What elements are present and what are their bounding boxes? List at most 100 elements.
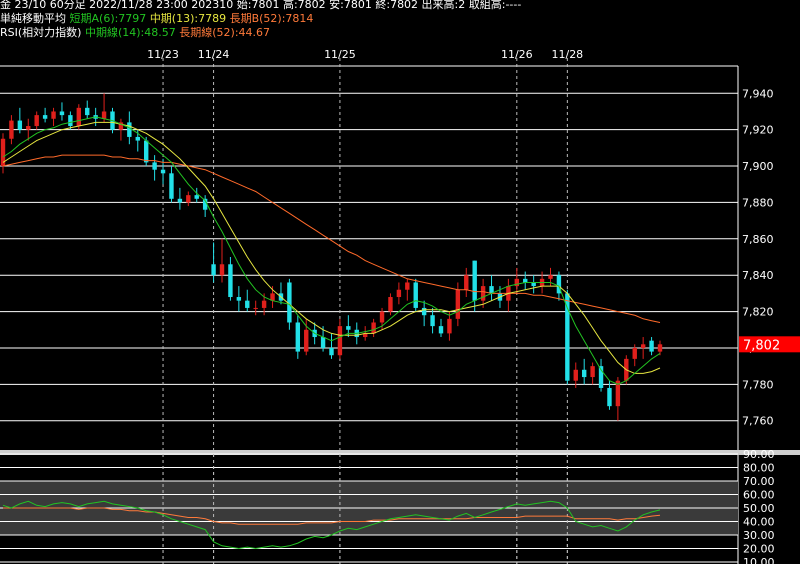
rsi-tick-label: 70.00 [743, 475, 775, 488]
candle-body [202, 198, 208, 210]
price-tick-label: 7,780 [742, 378, 774, 391]
candle-body [304, 329, 309, 352]
rsi-tick-label: 60.00 [743, 489, 775, 502]
panel-separator [0, 450, 800, 455]
candle-body [169, 173, 174, 199]
candle-body [640, 344, 646, 348]
price-tick-label: 7,760 [742, 415, 774, 428]
rsi-long-legend: 長期線(52):44.67 [179, 26, 271, 39]
candle-body [649, 340, 654, 352]
candle-body [9, 120, 14, 139]
price-tick-label: 7,860 [742, 233, 774, 246]
candle-body [127, 122, 132, 137]
rsi-panel: 10.0020.0030.0040.0050.0060.0070.0080.00… [0, 448, 775, 564]
candle-body [598, 366, 604, 388]
price-tick-label: 7,820 [742, 306, 774, 319]
candle-body [219, 264, 225, 276]
candle-body [396, 289, 402, 298]
candle-body [85, 107, 90, 116]
candle-body [548, 275, 553, 279]
candle-body [59, 111, 65, 116]
ma-long-legend: 長期B(52):7814 [229, 12, 314, 25]
rsi-tick-label: 80.00 [743, 462, 775, 475]
candle-body [581, 369, 587, 378]
candle-body [657, 344, 663, 352]
candle-body [228, 264, 233, 298]
candle-body [329, 347, 334, 356]
candle-body [26, 126, 31, 130]
candle-body [337, 326, 343, 356]
rsi-tick-label: 30.00 [743, 529, 775, 542]
candle-body [76, 107, 82, 127]
ma-label: 単純移動平均 [0, 12, 66, 25]
candle-body [68, 115, 73, 127]
candle-body [0, 138, 6, 167]
price-tick-label: 7,900 [742, 160, 774, 173]
rsi-tick-label: 50.00 [743, 502, 775, 515]
candle-body [135, 136, 140, 141]
candle-body [447, 318, 452, 334]
candle-body [253, 307, 258, 309]
candle-body [607, 387, 612, 407]
candle-body [270, 293, 275, 301]
candle-body [236, 297, 242, 301]
header-rsi-row: RSI(相対力指数) 中期線(14):48.57 長期線(52):44.67 [0, 26, 270, 40]
candle-body [42, 115, 48, 119]
price-tick-label: 7,940 [742, 87, 774, 100]
candle-body [464, 275, 469, 290]
date-label: 11/25 [324, 48, 356, 61]
rsi-label: RSI(相対力指数) [0, 26, 82, 39]
candle-body [590, 366, 595, 378]
header-info-row: 金 23/10 60分足 2022/11/28 23:00 202310 始:7… [0, 0, 521, 12]
last-price-label: 7,802 [743, 338, 780, 353]
date-label: 11/24 [198, 48, 230, 61]
candle-body [152, 162, 157, 170]
candle-body [245, 300, 250, 308]
date-label: 11/23 [147, 48, 179, 61]
candle-body [186, 195, 191, 203]
rsi-long-line [3, 507, 661, 525]
rsi-tick-label: 20.00 [743, 543, 775, 556]
candle-body [34, 115, 39, 127]
last-price-marker [739, 336, 800, 353]
candle-body [472, 260, 477, 301]
candle-body [101, 111, 107, 119]
candle-body [211, 264, 216, 276]
candle-body [413, 282, 418, 308]
header-ma-row: 単純移動平均 短期A(6):7797 中期(13):7789 長期B(52):7… [0, 12, 313, 26]
candle-body [371, 322, 376, 334]
candle-body [615, 380, 621, 407]
rsi-tick-label: 40.00 [743, 516, 775, 529]
candle-body [194, 195, 199, 199]
candle-body [17, 120, 23, 130]
candle-body [143, 140, 149, 163]
price-tick-label: 7,840 [742, 269, 774, 282]
candle-body [51, 111, 56, 119]
candle-body [320, 337, 326, 348]
candle-body [362, 333, 368, 338]
ma-short-legend: 短期A(6):7797 [69, 12, 147, 25]
candle-body [118, 122, 124, 130]
candle-body [632, 347, 637, 359]
ma-long-line [2, 154, 661, 323]
candle-body [556, 275, 562, 294]
candle-body [531, 282, 536, 287]
header-contract-info: 金 23/10 60分足 2022/11/28 23:00 202310 始:7… [0, 0, 522, 11]
candle-body [514, 278, 520, 287]
rsi-tick-label: 90.00 [743, 448, 775, 461]
ma-mid-line [2, 121, 661, 374]
candle-body [287, 282, 292, 323]
candle-body [295, 322, 301, 352]
rsi-mid-legend: 中期線(14):48.57 [84, 26, 176, 39]
candle-body [388, 297, 393, 312]
rsi-tick-label: 10.00 [743, 556, 775, 564]
price-tick-label: 7,920 [742, 124, 774, 137]
price-tick-label: 7,880 [742, 196, 774, 209]
candle-body [523, 278, 528, 283]
candle-body [261, 300, 267, 308]
price-panel: 7,7607,7807,8007,8207,8407,8607,8807,900… [0, 48, 800, 564]
candle-body [405, 282, 410, 290]
rsi-mid-line [2, 500, 661, 550]
candle-body [160, 169, 166, 174]
